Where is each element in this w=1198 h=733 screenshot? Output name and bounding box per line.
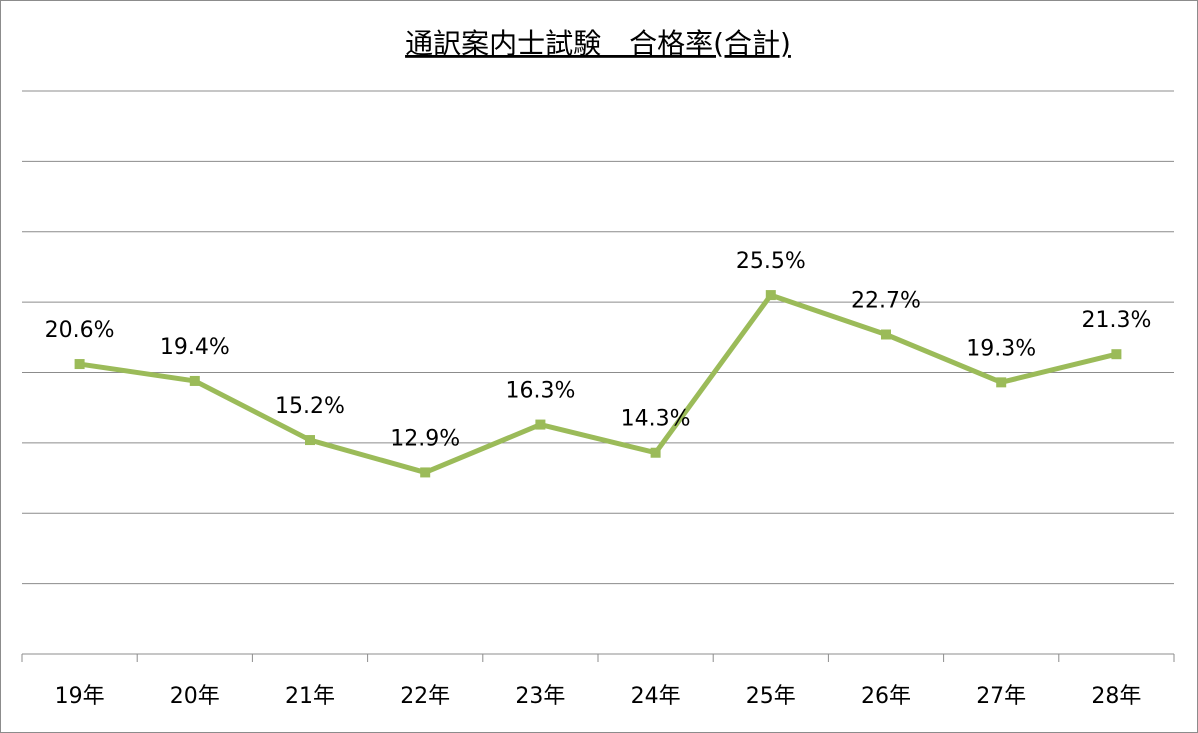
data-label: 21.3% bbox=[1081, 308, 1151, 333]
data-label: 19.4% bbox=[160, 335, 230, 360]
point-marker bbox=[420, 467, 431, 478]
data-label: 25.5% bbox=[736, 249, 806, 274]
point-marker bbox=[650, 447, 661, 458]
data-label: 14.3% bbox=[621, 407, 691, 432]
x-tick-label: 27年 bbox=[976, 684, 1026, 709]
x-tick-label: 20年 bbox=[170, 684, 220, 709]
point-marker bbox=[74, 359, 85, 370]
data-label: 16.3% bbox=[505, 379, 575, 404]
data-label: 22.7% bbox=[851, 288, 921, 313]
point-marker bbox=[189, 375, 200, 386]
point-marker bbox=[996, 377, 1007, 388]
chart-title: 通訳案内士試験 合格率(合計) bbox=[405, 27, 791, 60]
x-tick-label: 22年 bbox=[400, 684, 450, 709]
x-tick-label: 23年 bbox=[515, 684, 565, 709]
point-marker bbox=[1111, 349, 1122, 360]
data-label: 12.9% bbox=[390, 426, 460, 451]
point-marker bbox=[305, 435, 315, 446]
x-tick-label: 24年 bbox=[631, 684, 681, 709]
x-tick-label: 21年 bbox=[285, 684, 335, 709]
x-tick-label: 26年 bbox=[861, 684, 911, 709]
x-tick-label: 25年 bbox=[746, 684, 796, 709]
point-marker bbox=[765, 290, 776, 301]
point-marker bbox=[535, 419, 546, 430]
x-tick-label: 28年 bbox=[1091, 684, 1141, 709]
data-label: 19.3% bbox=[966, 336, 1036, 361]
x-tick-label: 19年 bbox=[55, 684, 105, 709]
data-label: 20.6% bbox=[45, 318, 115, 343]
data-label: 15.2% bbox=[275, 394, 345, 419]
point-marker bbox=[881, 329, 891, 340]
series-line bbox=[79, 292, 1117, 475]
